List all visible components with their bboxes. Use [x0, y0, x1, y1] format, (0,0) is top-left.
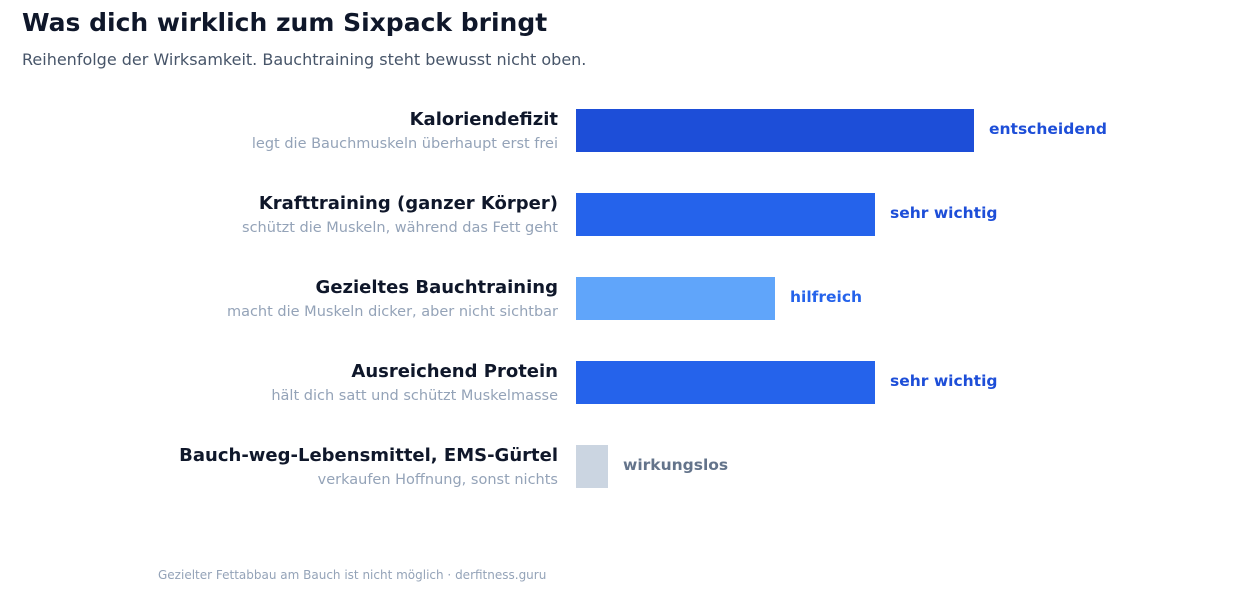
chart-title: Was dich wirklich zum Sixpack bringt [22, 8, 548, 37]
bar-value-label: sehr wichtig [890, 372, 998, 390]
category-description: schützt die Muskeln, während das Fett ge… [242, 220, 558, 236]
bar-value-label: sehr wichtig [890, 204, 998, 222]
chart-subtitle: Reihenfolge der Wirksamkeit. Bauchtraini… [22, 50, 587, 69]
bar [576, 361, 875, 404]
category-label: Krafttraining (ganzer Körper) [259, 193, 558, 214]
category-description: hält dich satt und schützt Muskelmasse [271, 388, 558, 404]
bar [576, 193, 875, 236]
category-label: Gezieltes Bauchtraining [316, 277, 558, 298]
bar [576, 445, 608, 488]
category-description: verkaufen Hoffnung, sonst nichts [318, 472, 558, 488]
category-label: Ausreichend Protein [351, 361, 558, 382]
bar-value-label: hilfreich [790, 288, 862, 306]
footnote: Gezielter Fettabbau am Bauch ist nicht m… [158, 568, 547, 582]
bar [576, 277, 775, 320]
category-label: Kaloriendefizit [410, 109, 559, 130]
bar-value-label: wirkungslos [623, 456, 728, 474]
bar [576, 109, 974, 152]
category-label: Bauch-weg-Lebensmittel, EMS-Gürtel [179, 445, 558, 466]
category-description: legt die Bauchmuskeln überhaupt erst fre… [252, 136, 558, 152]
bar-value-label: entscheidend [989, 120, 1107, 138]
category-description: macht die Muskeln dicker, aber nicht sic… [227, 304, 558, 320]
